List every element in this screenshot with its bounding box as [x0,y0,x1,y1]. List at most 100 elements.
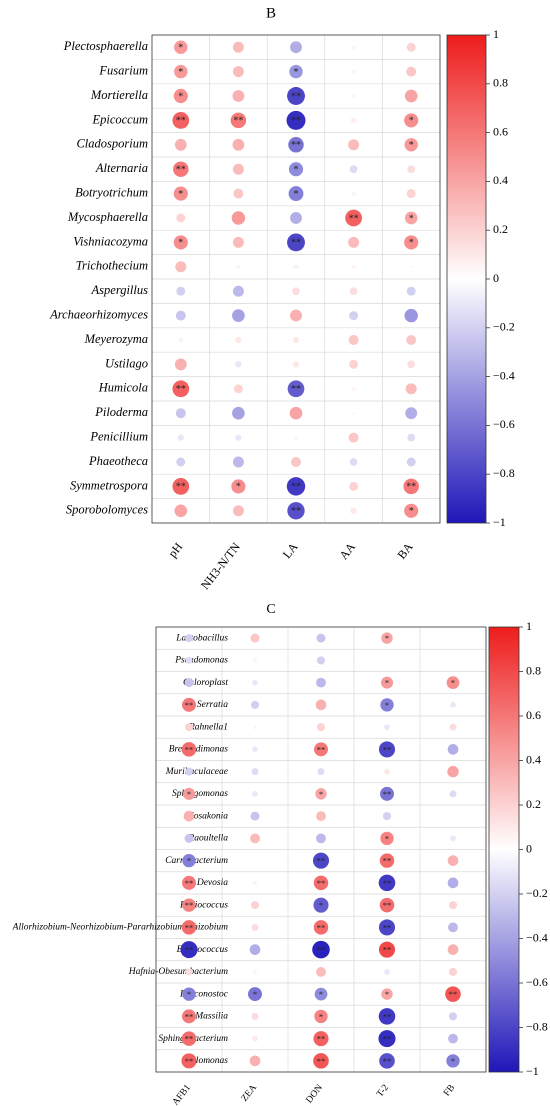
correlation-circle [450,835,456,842]
correlation-circle [404,211,418,225]
correlation-circle [232,90,245,102]
correlation-circle [181,1031,197,1046]
correlation-circle [313,875,329,891]
significance-mark: * [187,789,191,799]
correlation-circle [380,786,394,801]
correlation-circle [349,287,358,296]
correlation-circle [378,874,396,892]
correlation-circle [404,503,419,518]
correlation-circle [252,791,258,797]
significance-mark: ** [383,1056,392,1066]
correlation-circle [446,676,460,689]
significance-mark: * [451,1056,455,1066]
correlation-circle [289,406,303,420]
correlation-circle [409,265,413,269]
correlation-circle [348,335,359,345]
correlation-circle [351,264,356,270]
colorbar-tick-label: 0.8 [493,76,508,90]
correlation-circle [316,833,326,844]
row-label: Sporobolomyces [66,503,148,517]
row-label: Enterococcus [176,945,229,955]
row-label: Pseudomonas [174,656,228,666]
column-label: FB [442,1083,457,1098]
colorbar-tick-label: 0 [493,271,499,285]
correlation-circle [378,741,396,758]
correlation-circle [313,897,329,913]
significance-mark: ** [383,1011,392,1021]
correlation-circle [406,335,417,345]
correlation-circle [185,656,193,664]
significance-mark: ** [383,922,392,932]
correlation-circle [182,787,196,800]
colorbar [488,626,520,1073]
significance-mark: ** [185,900,194,910]
row-label: Vishniacozyma [73,234,148,248]
correlation-circle [181,1053,197,1069]
row-label: Muribaculaceae [165,767,228,777]
row-label: Phaeotheca [88,454,148,468]
significance-mark: ** [383,744,392,754]
correlation-circle [173,186,188,201]
correlation-circle [184,678,194,688]
correlation-circle [448,922,458,933]
correlation-circle [286,110,306,130]
row-label: Symmetrospora [70,478,148,492]
correlation-circle [404,89,418,103]
correlation-circle [378,941,396,958]
correlation-circle [236,264,241,270]
correlation-circle [384,969,390,975]
correlation-circle [172,380,190,398]
significance-mark: ** [317,1034,326,1044]
significance-mark: * [385,700,389,710]
significance-mark: ** [291,384,301,395]
correlation-circle [350,117,357,124]
row-label: Brevundimonas [169,745,229,755]
significance-mark: * [294,189,299,200]
row-label: Raoultella [187,834,228,844]
significance-mark: * [409,213,414,224]
correlation-circle [235,361,242,368]
significance-mark: ** [449,989,458,999]
panel-label: C [266,602,275,617]
correlation-circle [181,920,197,935]
correlation-circle [178,337,184,343]
correlation-circle [252,658,258,663]
colorbar-tick-label: 0.2 [493,222,508,236]
colorbar-tick-label: −1 [493,515,506,529]
correlation-circle [233,384,243,394]
colorbar-tick-label: 0.2 [526,797,541,811]
correlation-circle [287,87,305,105]
significance-mark: * [385,678,389,688]
correlation-circle [349,359,359,369]
correlation-circle [380,698,394,712]
correlation-circle [291,457,301,467]
significance-mark: ** [176,116,186,127]
correlation-circle [348,139,360,151]
plot-border [155,626,487,1073]
significance-mark: ** [349,213,359,224]
correlation-circle [406,189,416,199]
column-label: ZEA [240,1083,259,1104]
correlation-circle [445,986,461,1002]
correlation-circle [232,309,245,322]
correlation-circle [174,504,188,518]
correlation-circle [345,209,362,227]
grid [156,627,486,1072]
correlation-circle [286,477,306,496]
correlation-circle [252,746,258,753]
correlation-circle [448,1033,458,1044]
correlation-circle [288,137,304,153]
significance-mark: * [319,900,323,910]
correlation-circle [251,1012,259,1020]
significance-mark: ** [291,238,301,249]
correlation-circle [252,679,258,686]
significance-mark: ** [317,922,326,932]
significance-mark: * [409,116,414,127]
significance-mark: ** [185,1011,194,1021]
colorbar-tick-label: 0 [526,841,532,855]
correlation-circle [313,920,329,935]
correlation-circle [382,812,392,821]
correlation-circle [449,723,457,731]
correlation-circle [405,407,418,420]
correlation-circle [314,1009,328,1024]
